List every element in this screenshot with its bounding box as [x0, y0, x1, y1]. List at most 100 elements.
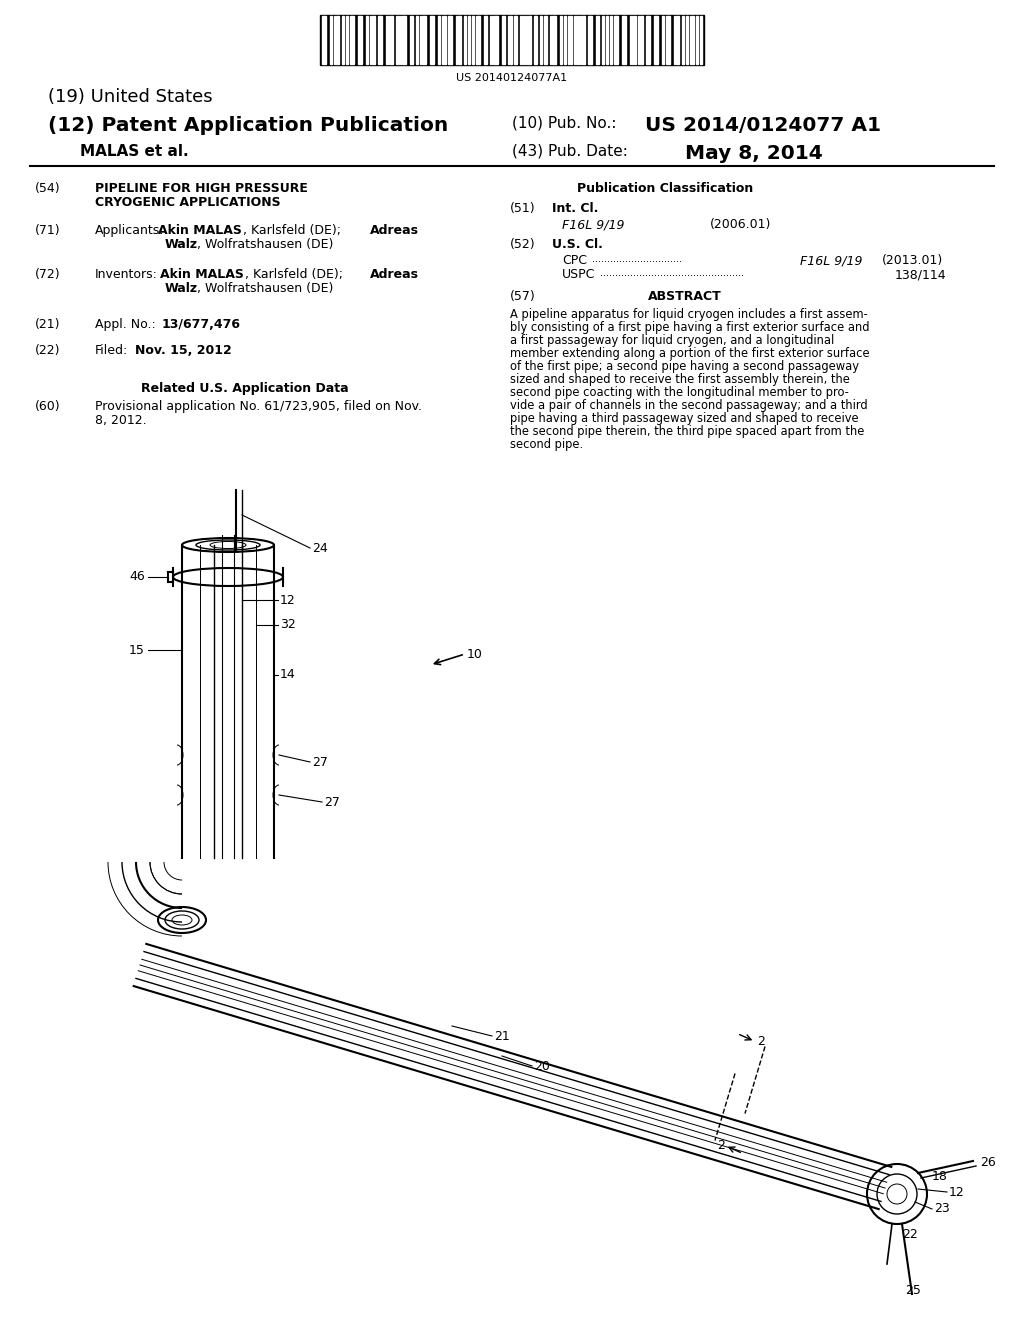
Text: Filed:: Filed:	[95, 345, 128, 356]
Text: Akin MALAS: Akin MALAS	[158, 224, 242, 238]
Bar	[564, 16, 566, 63]
Bar	[502, 16, 505, 63]
Bar	[686, 16, 688, 63]
Text: (22): (22)	[35, 345, 60, 356]
Bar	[438, 16, 440, 63]
Bar	[700, 16, 702, 63]
Text: Nov. 15, 2012: Nov. 15, 2012	[135, 345, 231, 356]
Bar	[472, 16, 474, 63]
Text: 23: 23	[934, 1203, 949, 1216]
Text: (57): (57)	[510, 290, 536, 304]
Text: 46: 46	[129, 570, 145, 583]
Bar	[484, 16, 487, 63]
Text: 32: 32	[280, 619, 296, 631]
Bar	[330, 16, 332, 63]
Text: Related U.S. Application Data: Related U.S. Application Data	[141, 381, 349, 395]
Bar	[430, 16, 434, 63]
Text: 21: 21	[494, 1030, 510, 1043]
Bar	[366, 16, 368, 63]
Bar	[402, 16, 406, 63]
Text: 24: 24	[312, 541, 328, 554]
Text: US 2014/0124077 A1: US 2014/0124077 A1	[645, 116, 881, 135]
Text: 8, 2012.: 8, 2012.	[95, 414, 146, 426]
Bar	[634, 16, 636, 63]
Text: bly consisting of a first pipe having a first exterior surface and: bly consisting of a first pipe having a …	[510, 321, 869, 334]
Bar	[552, 16, 556, 63]
Text: Adreas: Adreas	[370, 268, 419, 281]
Bar	[654, 16, 658, 63]
Text: of the first pipe; a second pipe having a second passageway: of the first pipe; a second pipe having …	[510, 360, 859, 374]
Text: ................................................: ........................................…	[600, 268, 744, 279]
Bar	[646, 16, 650, 63]
Text: (2006.01): (2006.01)	[710, 218, 771, 231]
Text: 20: 20	[534, 1060, 550, 1072]
Bar	[342, 16, 344, 63]
Bar	[570, 16, 572, 63]
Text: USPC: USPC	[562, 268, 595, 281]
Text: 2: 2	[717, 1139, 725, 1152]
Text: 12: 12	[280, 594, 296, 606]
Text: , Wolfratshausen (DE): , Wolfratshausen (DE)	[197, 282, 334, 294]
Text: the second pipe therein, the third pipe spaced apart from the: the second pipe therein, the third pipe …	[510, 425, 864, 438]
Bar	[346, 16, 348, 63]
Text: ..............................: ..............................	[592, 253, 682, 264]
Text: (43) Pub. Date:: (43) Pub. Date:	[512, 144, 628, 158]
Text: 22: 22	[902, 1228, 918, 1241]
Bar	[378, 16, 382, 63]
Bar	[449, 16, 452, 63]
Bar	[606, 16, 608, 63]
Bar	[640, 16, 643, 63]
Text: CPC: CPC	[562, 253, 587, 267]
Bar	[390, 16, 393, 63]
Text: a first passageway for liquid cryogen, and a longitudinal: a first passageway for liquid cryogen, a…	[510, 334, 835, 347]
Text: (60): (60)	[35, 400, 60, 413]
Bar	[319, 15, 705, 65]
Bar	[336, 16, 339, 63]
Bar	[560, 16, 562, 63]
Bar	[582, 16, 585, 63]
Bar	[468, 16, 470, 63]
Bar	[662, 16, 664, 63]
Text: (71): (71)	[35, 224, 60, 238]
Bar	[514, 16, 517, 63]
Bar	[494, 16, 498, 63]
Text: Inventors:: Inventors:	[95, 268, 158, 281]
Text: Appl. No.:: Appl. No.:	[95, 318, 156, 331]
Text: 12: 12	[949, 1185, 965, 1199]
Text: 26: 26	[980, 1156, 995, 1170]
Text: 25: 25	[905, 1284, 921, 1298]
Text: , Wolfratshausen (DE): , Wolfratshausen (DE)	[197, 238, 334, 251]
Bar	[444, 16, 446, 63]
Text: Int. Cl.: Int. Cl.	[552, 202, 598, 215]
Text: Walz: Walz	[165, 238, 198, 251]
Bar	[464, 16, 466, 63]
Text: member extending along a portion of the first exterior surface: member extending along a portion of the …	[510, 347, 869, 360]
Text: US 20140124077A1: US 20140124077A1	[457, 73, 567, 83]
Text: (21): (21)	[35, 318, 60, 331]
Text: (10) Pub. No.:: (10) Pub. No.:	[512, 116, 616, 131]
Bar	[610, 16, 612, 63]
Text: , Karlsfeld (DE);: , Karlsfeld (DE);	[245, 268, 343, 281]
Bar	[350, 16, 354, 63]
Bar	[510, 16, 512, 63]
Text: Adreas: Adreas	[370, 224, 419, 238]
Bar	[682, 16, 684, 63]
Text: Akin MALAS: Akin MALAS	[160, 268, 244, 281]
Text: 138/114: 138/114	[895, 268, 946, 281]
Bar	[422, 16, 426, 63]
Text: (2013.01): (2013.01)	[882, 253, 943, 267]
Bar	[544, 16, 547, 63]
Text: MALAS et al.: MALAS et al.	[80, 144, 188, 158]
Text: (51): (51)	[510, 202, 536, 215]
Text: PIPELINE FOR HIGH PRESSURE: PIPELINE FOR HIGH PRESSURE	[95, 182, 308, 195]
Text: A pipeline apparatus for liquid cryogen includes a first assem-: A pipeline apparatus for liquid cryogen …	[510, 308, 867, 321]
Text: Provisional application No. 61/723,905, filed on Nov.: Provisional application No. 61/723,905, …	[95, 400, 422, 413]
Text: ABSTRACT: ABSTRACT	[648, 290, 722, 304]
Bar	[358, 16, 362, 63]
Bar	[602, 16, 604, 63]
Text: 2: 2	[757, 1035, 765, 1048]
Text: F16L 9/19: F16L 9/19	[562, 218, 625, 231]
Bar	[614, 16, 618, 63]
Text: (72): (72)	[35, 268, 60, 281]
Text: CRYOGENIC APPLICATIONS: CRYOGENIC APPLICATIONS	[95, 195, 281, 209]
